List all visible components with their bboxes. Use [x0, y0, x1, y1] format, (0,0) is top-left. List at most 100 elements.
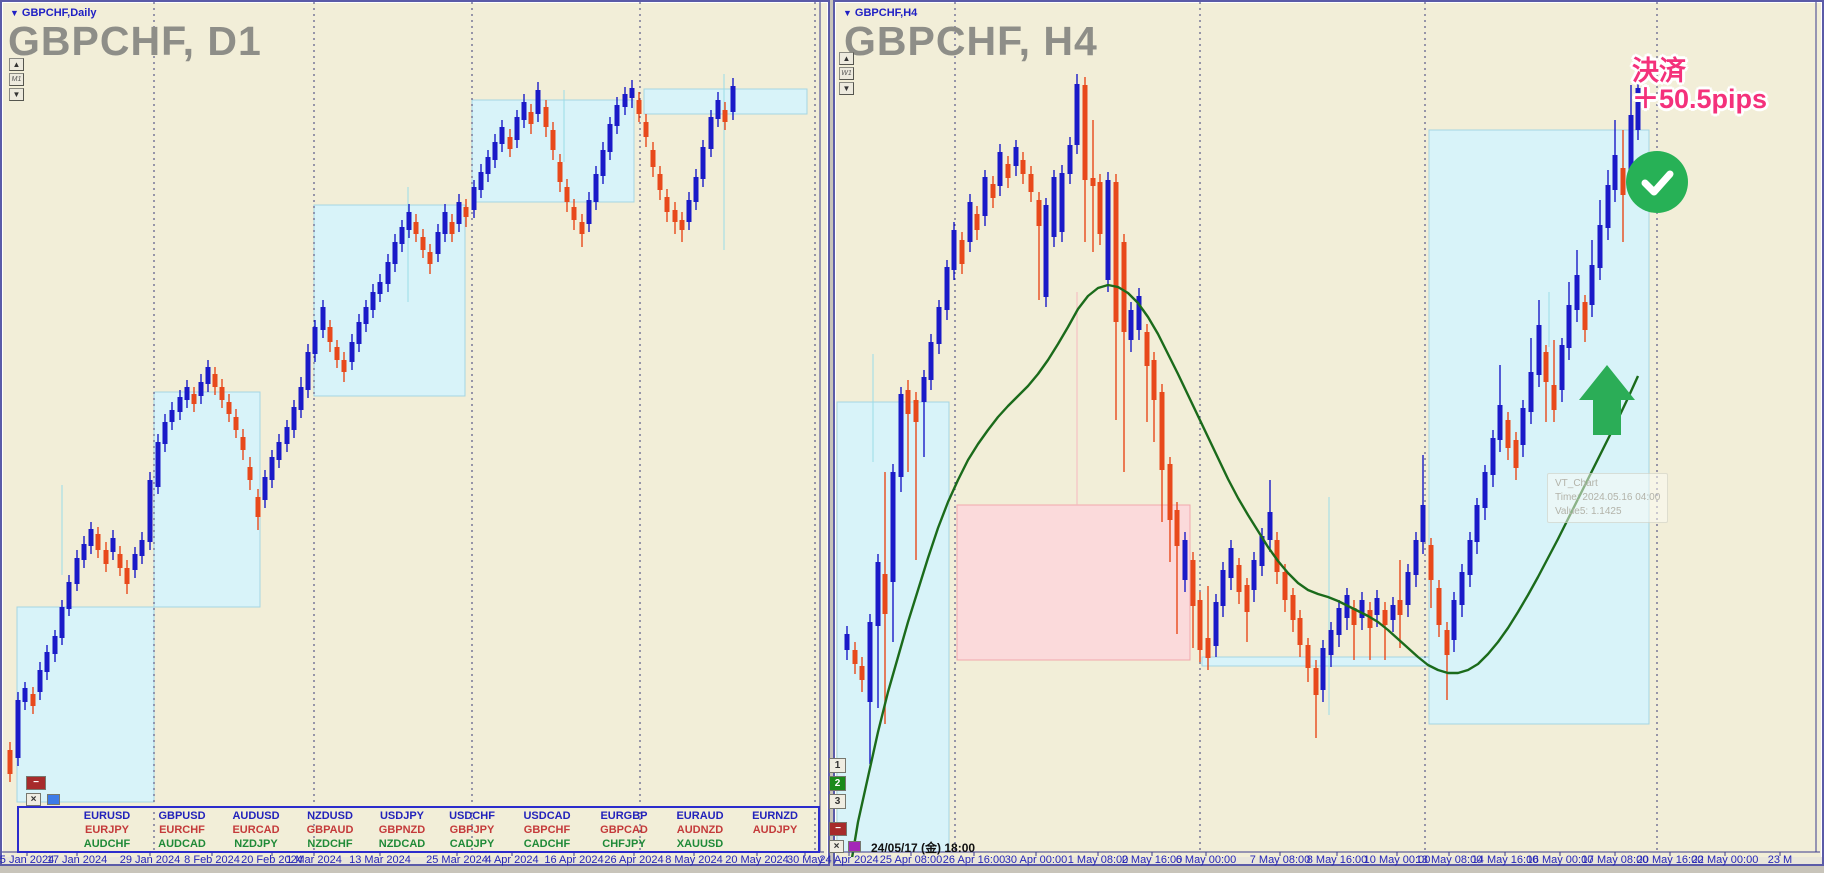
indicator-dot-button[interactable] — [47, 794, 60, 805]
time-axis-label: 26 Apr 16:00 — [942, 854, 1006, 866]
indicator-tooltip: VT_Chart Time: 2024.05.16 04:00 Value5: … — [1547, 473, 1669, 523]
pair-symbol-eurnzd[interactable]: EURNZD — [752, 810, 798, 822]
pair-symbol-audchf[interactable]: AUDCHF — [83, 838, 131, 850]
pair-symbol-xauusd[interactable]: XAUUSD — [676, 838, 724, 850]
pairs-panel-frame — [17, 806, 820, 853]
tooltip-line: Value5: 1.1425 — [1555, 506, 1622, 517]
pair-symbol-chfjpy[interactable]: CHFJPY — [602, 838, 646, 850]
time-axis-label: 26 Apr 2024 — [604, 854, 664, 866]
profit-annotation-title: 決済 — [1632, 56, 1686, 86]
time-axis-label: 7 May 08:00 — [1249, 854, 1311, 866]
time-axis-label: 30 May — [786, 854, 824, 866]
pair-symbol-usdcad[interactable]: USDCAD — [523, 810, 571, 822]
pair-column: EURNZD AUDJPY — [752, 809, 798, 837]
time-axis-label: 24 Apr 2024 — [819, 854, 879, 866]
profit-annotation-pips: ＋50.5pips — [1632, 84, 1768, 115]
time-axis-label: 25 Apr 08:00 — [879, 854, 943, 866]
pair-symbol-gbpjpy[interactable]: GBPJPY — [449, 824, 495, 836]
scroll-down-button[interactable]: ▼ — [839, 82, 854, 95]
pair-symbol-cadjpy[interactable]: CADJPY — [449, 838, 495, 850]
time-axis-label: 10 May 00:00 — [1363, 854, 1431, 866]
time-axis-label: 29 Jan 2024 — [119, 854, 181, 866]
pair-symbol-eurjpy[interactable]: EURJPY — [84, 824, 130, 836]
pair-symbol-gbpcad[interactable]: GBPCAD — [600, 824, 648, 836]
time-axis-label: 4 Apr 2024 — [485, 854, 539, 866]
h4-watermark: GBPCHF, H4 — [844, 18, 1098, 64]
time-axis-label: 20 May 16:00 — [1636, 854, 1704, 866]
pair-column: USDCHF GBPJPY CADJPY — [449, 809, 495, 851]
pair-column: USDJPY GBPNZD NZDCAD — [379, 809, 425, 851]
time-axis-label: 23 M — [1767, 854, 1793, 866]
time-axis-label: 1 Mar 2024 — [286, 854, 342, 866]
minimize-button[interactable]: − — [829, 822, 847, 836]
pair-column: EURAUD AUDNZD XAUUSD — [676, 809, 723, 851]
time-axis-label: 5 Jan 2024 — [0, 854, 55, 866]
scroll-down-button[interactable]: ▼ — [9, 88, 24, 101]
daily-watermark: GBPCHF, D1 — [8, 18, 262, 64]
pair-symbol-eurchf[interactable]: EURCHF — [159, 824, 205, 836]
pair-column: EURUSD EURJPY AUDCHF — [84, 809, 130, 851]
pair-symbol-nzdcad[interactable]: NZDCAD — [378, 838, 426, 850]
pair-column: AUDUSD EURCAD NZDJPY — [232, 809, 279, 851]
timeframe-button[interactable]: M1 — [9, 73, 24, 86]
time-axis-label: 20 May 2024 — [725, 854, 789, 866]
pair-symbol-cadchf[interactable]: CADCHF — [523, 838, 571, 850]
pair-symbol-gbpnzd[interactable]: GBPNZD — [378, 824, 426, 836]
time-axis-label: 22 May 00:00 — [1691, 854, 1759, 866]
close-button[interactable]: × — [829, 840, 844, 853]
pair-symbol-audcad[interactable]: AUDCAD — [158, 838, 206, 850]
time-axis-label: 16 Apr 2024 — [544, 854, 604, 866]
tooltip-line: Time: 2024.05.16 04:00 — [1555, 492, 1661, 503]
pair-symbol-eurcad[interactable]: EURCAD — [232, 824, 280, 836]
pair-symbol-gbpusd[interactable]: GBPUSD — [158, 810, 206, 822]
time-axis-label: 8 May 16:00 — [1306, 854, 1368, 866]
candles — [844, 62, 1641, 764]
minimize-button[interactable]: − — [26, 776, 46, 790]
pair-column: USDCAD GBPCHF CADCHF — [523, 809, 570, 851]
pair-column: NZDUSD GBPAUD NZDCHF — [307, 809, 354, 851]
step-3-button[interactable]: 3 — [829, 794, 846, 809]
time-axis-label: 20 Feb 2024 — [241, 854, 303, 866]
timeframe-button[interactable]: W1 — [839, 67, 854, 80]
chevron-down-icon: ▼ — [843, 8, 852, 18]
crosshair-timestamp: 24/05/17 (金) 18:00 — [871, 841, 976, 855]
close-button[interactable]: × — [26, 793, 41, 806]
step-2-button[interactable]: 2 — [829, 776, 846, 791]
h4-chart-window: ▼ GBPCHF,H4 GBPCHF, H4 ▲ W1 ▼ 24 Apr 2024… — [819, 0, 1824, 866]
pair-symbol-nzdchf[interactable]: NZDCHF — [307, 838, 353, 850]
up-arrow-icon — [1579, 365, 1635, 435]
pair-symbol-nzdusd[interactable]: NZDUSD — [307, 810, 353, 822]
pair-symbol-euraud[interactable]: EURAUD — [676, 810, 724, 822]
pair-symbol-nzdjpy[interactable]: NZDJPY — [234, 838, 278, 850]
time-axis-label: 13 Mar 2024 — [349, 854, 411, 866]
pair-symbol-eurusd[interactable]: EURUSD — [83, 810, 131, 822]
pair-symbol-gbpchf[interactable]: GBPCHF — [523, 824, 571, 836]
pair-symbol-gbpaud[interactable]: GBPAUD — [306, 824, 354, 836]
pair-symbol-audnzd[interactable]: AUDNZD — [676, 824, 724, 836]
tooltip-line: VT_Chart — [1555, 478, 1598, 489]
pair-symbol-eurgbp[interactable]: EURGBP — [600, 810, 648, 822]
time-axis-label: 13 May 08:00 — [1415, 854, 1483, 866]
candles — [7, 78, 736, 782]
pair-symbol-audusd[interactable]: AUDUSD — [232, 810, 280, 822]
profit-annotation: 決済 ＋50.5pips — [1632, 57, 1767, 114]
scroll-up-button[interactable]: ▲ — [839, 52, 854, 65]
pair-symbol-audjpy[interactable]: AUDJPY — [752, 824, 798, 836]
pair-symbol-usdchf[interactable]: USDCHF — [449, 810, 495, 822]
check-icon — [1626, 151, 1688, 213]
time-axis-label: 2 May 16:00 — [1121, 854, 1183, 866]
time-axis-label: 16 May 00:00 — [1526, 854, 1594, 866]
scroll-up-button[interactable]: ▲ — [9, 58, 24, 71]
h4-chart-title[interactable]: ▼ GBPCHF,H4 — [843, 7, 918, 19]
window-bottom-strip — [835, 857, 1822, 864]
time-axis-label: 1 May 08:00 — [1067, 854, 1129, 866]
time-axis-label: 25 Mar 2024 — [426, 854, 488, 866]
indicator-dot-button[interactable] — [848, 841, 861, 852]
step-1-button[interactable]: 1 — [829, 758, 846, 773]
time-axis-label: 8 Feb 2024 — [184, 854, 240, 866]
time-axis-label: 17 May 08:00 — [1581, 854, 1649, 866]
window-bottom-strip — [2, 857, 828, 864]
pair-symbol-usdjpy[interactable]: USDJPY — [379, 810, 425, 822]
daily-chart-title[interactable]: ▼ GBPCHF,Daily — [10, 7, 97, 19]
